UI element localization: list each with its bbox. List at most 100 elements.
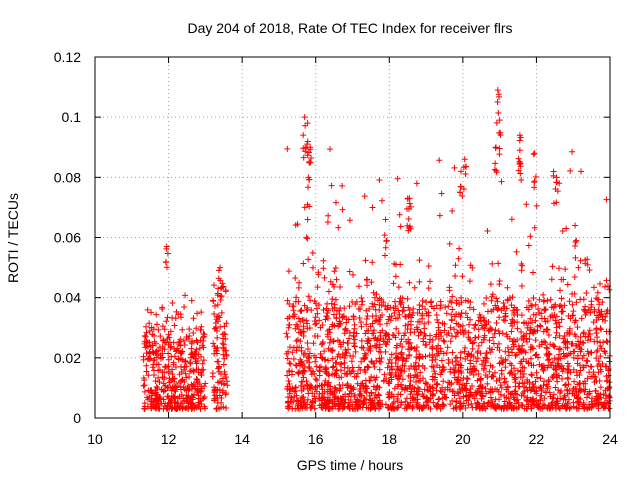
data-point [212,325,219,332]
data-point [545,376,552,383]
data-point [523,201,530,208]
data-point [555,319,562,326]
data-point [576,344,583,351]
data-point [441,338,448,345]
data-point [388,351,395,358]
data-point [448,311,455,318]
data-point [167,328,174,335]
data-point [355,283,362,290]
data-point [487,281,494,288]
data-point [512,352,519,359]
data-point [459,273,466,280]
data-point [404,295,411,302]
data-point [186,333,193,340]
data-point [480,317,487,324]
data-point [568,341,575,348]
data-point [469,264,476,271]
data-point [179,348,186,355]
data-point [462,392,469,399]
data-point [210,298,217,305]
data-point [305,363,312,370]
data-point [329,371,336,378]
data-point [174,395,181,402]
data-point [457,349,464,356]
data-point [327,346,334,353]
data-point [401,405,408,412]
data-point [344,371,351,378]
data-point [290,307,297,314]
data-point [322,356,329,363]
data-point [473,358,480,365]
data-point [601,404,608,411]
data-point [336,311,343,318]
data-point [193,325,200,332]
data-point [140,374,147,381]
data-point [188,354,195,361]
data-point [430,364,437,371]
data-point [140,356,147,363]
data-point [218,284,225,291]
data-point [300,333,307,340]
data-point [388,393,395,400]
data-point [470,306,477,313]
data-point [603,363,610,370]
data-point [395,372,402,379]
data-point [592,397,599,404]
data-point [217,264,224,271]
data-point [320,265,327,272]
data-point [217,285,224,292]
data-point [485,399,492,406]
data-point [521,320,528,327]
data-point [304,339,311,346]
data-point [214,290,221,297]
data-point [312,358,319,365]
data-point [314,310,321,317]
data-point [596,301,603,308]
y-tick-label: 0.12 [54,49,81,65]
data-point [405,227,412,234]
data-point [529,402,536,409]
data-point [287,398,294,405]
data-point [500,316,507,323]
data-point [373,374,380,381]
data-point [186,373,193,380]
data-point [313,377,320,384]
data-point [346,368,353,375]
data-point [361,394,368,401]
data-point [553,398,560,405]
data-point [209,370,216,377]
data-point [564,329,571,336]
y-tick-label: 0.02 [54,350,81,366]
data-point [504,296,511,303]
data-point [300,368,307,375]
data-point [157,333,164,340]
data-point [593,348,600,355]
data-point [215,267,222,274]
data-point [341,305,348,312]
data-point [466,336,473,343]
data-point [362,369,369,376]
data-point [500,359,507,366]
data-point [409,384,416,391]
data-point [583,357,590,364]
data-point [466,321,473,328]
data-point [324,315,331,322]
data-point [329,296,336,303]
data-point [472,322,479,329]
x-tick-label: 16 [308,431,324,447]
data-point [333,314,340,321]
data-point [562,266,569,273]
data-point [333,366,340,373]
data-point [524,376,531,383]
data-point [486,337,493,344]
data-point [534,400,541,407]
data-point [541,395,548,402]
data-point [414,384,421,391]
data-point [541,315,548,322]
data-point [413,366,420,373]
data-point [407,391,414,398]
data-point [336,321,343,328]
data-point [223,404,230,411]
data-point [558,295,565,302]
data-point [478,339,485,346]
